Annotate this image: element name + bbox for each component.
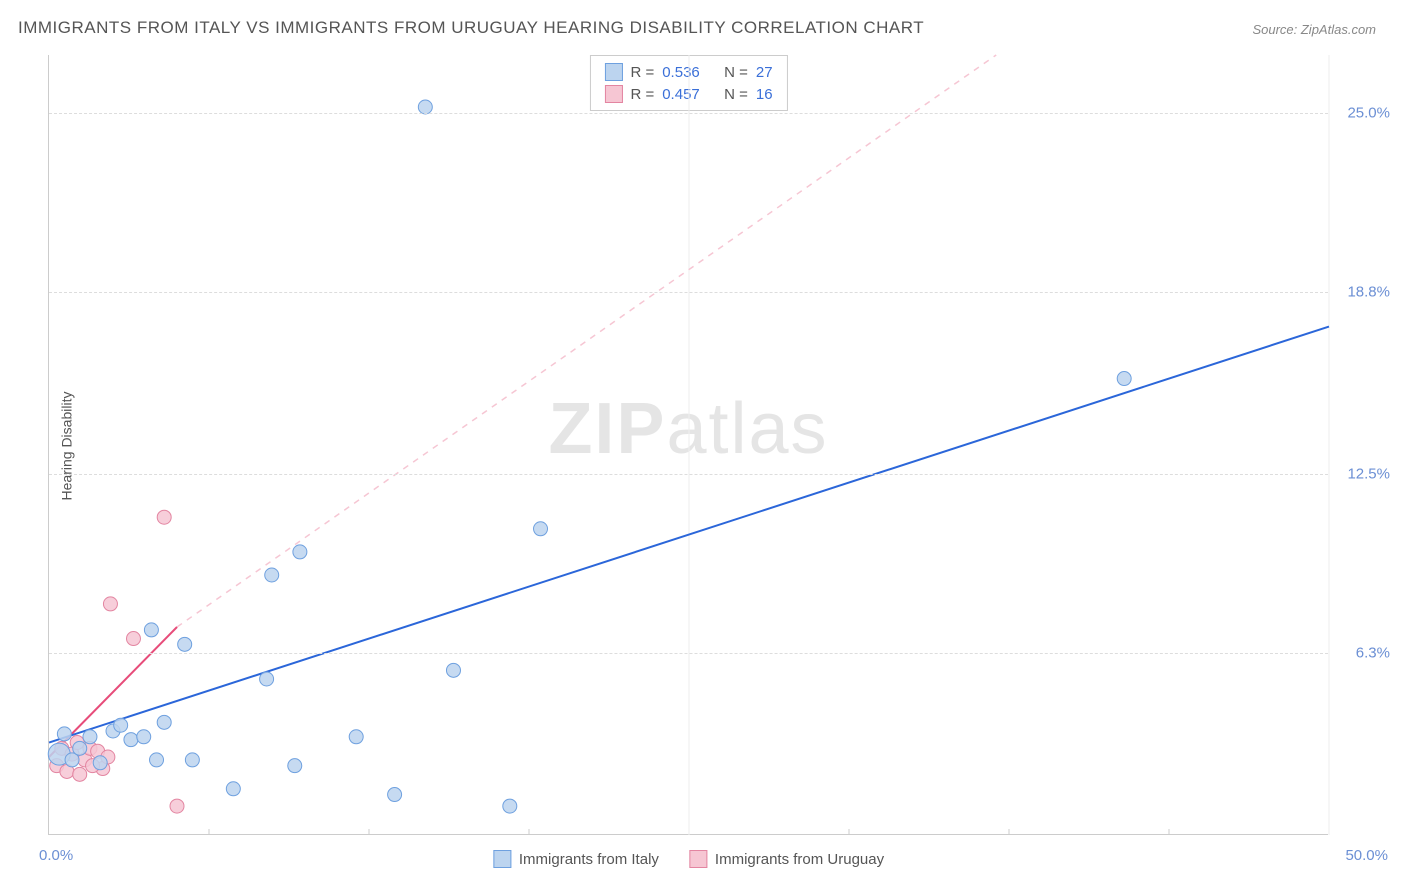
legend-series: Immigrants from Italy Immigrants from Ur…: [493, 850, 884, 868]
gridline-h: [49, 474, 1328, 475]
ytick-label: 25.0%: [1335, 104, 1390, 121]
legend-label-uruguay: Immigrants from Uruguay: [715, 851, 884, 868]
ytick-label: 12.5%: [1335, 465, 1390, 482]
source-attribution: Source: ZipAtlas.com: [1252, 22, 1376, 37]
legend-item-italy: Immigrants from Italy: [493, 850, 659, 868]
gridline-h: [49, 653, 1328, 654]
x-max-label: 50.0%: [1345, 847, 1388, 864]
chart-title: IMMIGRANTS FROM ITALY VS IMMIGRANTS FROM…: [18, 18, 924, 38]
ytick-label: 6.3%: [1335, 645, 1390, 662]
legend-item-uruguay: Immigrants from Uruguay: [689, 850, 884, 868]
ytick-label: 18.8%: [1335, 283, 1390, 300]
legend-label-italy: Immigrants from Italy: [519, 851, 659, 868]
gridline-h: [49, 113, 1328, 114]
legend-swatch-italy: [493, 850, 511, 868]
gridline-h: [49, 292, 1328, 293]
plot-svg: [49, 55, 1328, 834]
legend-swatch-uruguay: [689, 850, 707, 868]
plot-area: ZIPatlas 0.0% 50.0% R = 0.536 N = 27 R =…: [48, 55, 1328, 835]
x-origin-label: 0.0%: [39, 847, 73, 864]
